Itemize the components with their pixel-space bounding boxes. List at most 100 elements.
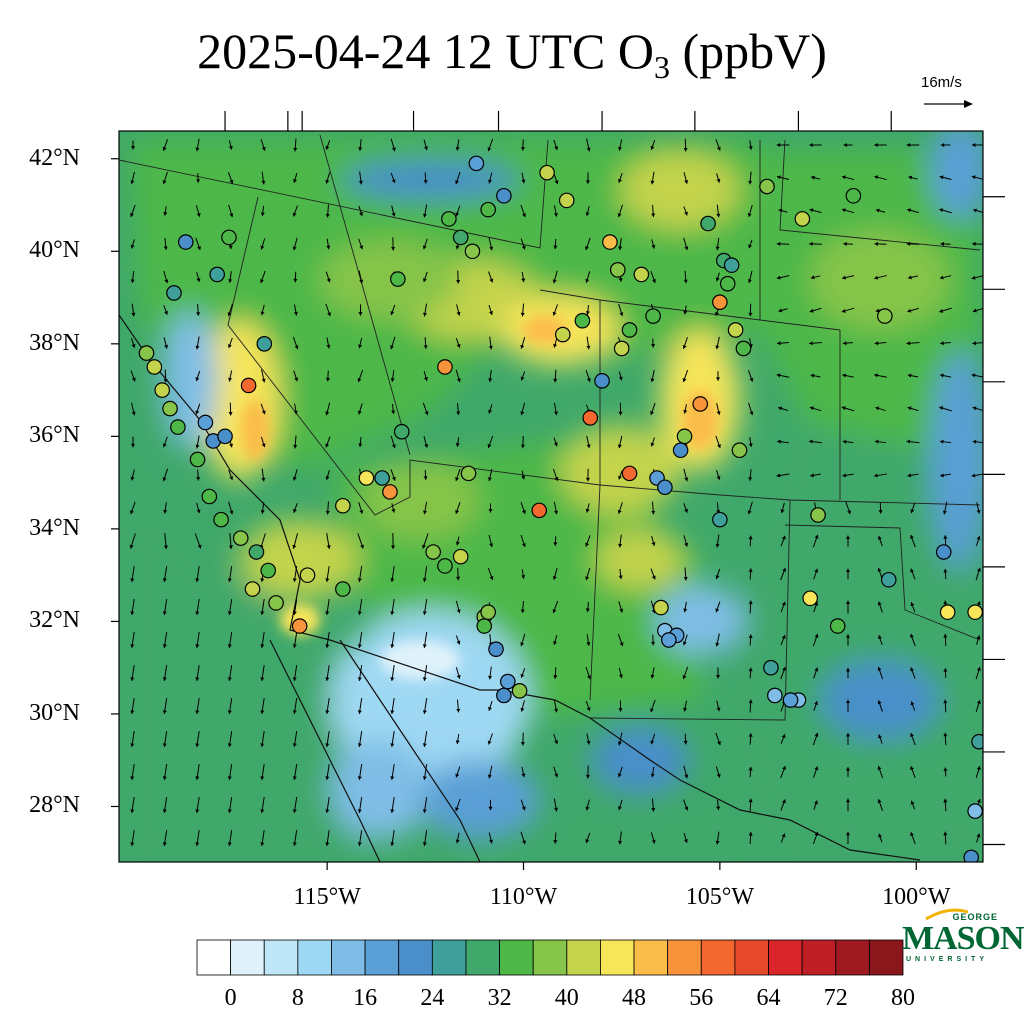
wind-arrow-head (716, 178, 721, 183)
station-marker (735, 340, 752, 357)
wind-arrow-head (520, 741, 525, 746)
wind-arrow-head (617, 146, 623, 151)
station-marker (335, 497, 351, 514)
state-boundaries (119, 134, 981, 721)
station-marker (496, 687, 512, 704)
wind-arrow-head (292, 476, 297, 481)
wind-arrow-head (716, 411, 721, 415)
station-marker (441, 211, 457, 227)
wind-arrow-head (618, 246, 623, 250)
wind-arrow-head (586, 147, 591, 152)
wind-arrow-head (618, 178, 622, 183)
wind-arrow-head (130, 644, 135, 648)
wind-arrow-head (520, 147, 525, 151)
wind-arrow-head (651, 575, 656, 580)
wind-arrow-head (715, 575, 720, 580)
wind-arrow-head (810, 275, 815, 280)
station-marker (189, 451, 206, 468)
wind-arrow-head (716, 707, 721, 712)
wind-arrow-head (195, 377, 200, 382)
wind-arrow-head (164, 344, 169, 349)
station-marker (829, 618, 846, 634)
wind-arrow-head (422, 245, 427, 250)
wind-arrow-head (972, 341, 977, 346)
wind-arrow-head (455, 740, 460, 744)
wind-arrow-head (130, 476, 135, 481)
station-marker (393, 423, 410, 440)
station-marker (511, 683, 528, 699)
wind-arrow-head (325, 213, 330, 218)
wind-arrow-head (260, 710, 265, 714)
wind-arrow-head (617, 444, 622, 449)
wind-arrow-head (909, 534, 914, 539)
wind-arrow-head (489, 310, 493, 315)
wind-arrow-head (875, 406, 880, 411)
wind-arrow-head (196, 312, 201, 316)
wind-arrow-head (781, 535, 786, 540)
wind-arrow-head (130, 510, 134, 515)
wind-arrow-head (717, 444, 721, 449)
station-marker (539, 164, 555, 181)
wind-arrow-head (554, 180, 559, 185)
wind-arrow-head (814, 568, 819, 573)
wind-arrow-head (455, 807, 459, 812)
wind-arrow-head (781, 799, 786, 804)
wind-arrow-head (776, 473, 781, 478)
wind-arrow-head (684, 477, 689, 482)
wind-arrow-head (617, 741, 622, 746)
wind-arrow-head (715, 377, 721, 381)
wind-arrow-head (940, 473, 944, 478)
monitoring-stations (138, 155, 983, 862)
wind-arrow-head (195, 444, 200, 449)
wind-arrow-head (488, 409, 493, 414)
station-marker (146, 359, 163, 375)
wind-arrow-head (391, 508, 396, 513)
wind-arrow-head (940, 373, 944, 378)
station-marker (633, 266, 650, 283)
lat-tick-label: 34°N (29, 514, 80, 541)
wind-arrow-head (809, 308, 814, 313)
wind-arrow-head (391, 444, 396, 449)
wind-arrow-head (162, 611, 167, 615)
station-marker (425, 544, 441, 560)
wind-arrow-head (908, 275, 912, 280)
wind-arrow-head (874, 175, 879, 180)
wind-arrow-head (845, 535, 851, 539)
wind-arrow-head (715, 840, 720, 845)
wind-arrow-head (943, 634, 948, 638)
station-marker (719, 275, 736, 292)
wind-arrow-head (748, 634, 753, 638)
wind-arrow-head (652, 279, 656, 283)
map-frame (118, 130, 984, 863)
wind-arrow-head (650, 180, 655, 185)
wind-arrow-head (455, 180, 460, 185)
wind-arrow-head (455, 212, 460, 217)
station-marker (452, 229, 469, 246)
wind-arrow-head (521, 278, 526, 283)
wind-arrow-head (878, 734, 882, 739)
station-marker (939, 604, 956, 620)
wind-arrow-head (325, 510, 330, 515)
wind-arrow-head (455, 443, 460, 447)
wind-arrow-head (195, 842, 200, 846)
wind-arrow-head (842, 341, 847, 346)
wind-arrow-head (553, 442, 558, 447)
wind-arrow-head (683, 608, 688, 613)
wind-arrow-head (130, 578, 135, 582)
wind-arrow-head (261, 146, 266, 151)
wind-arrow-head (488, 839, 494, 844)
wind-arrow-head (907, 406, 912, 411)
wind-arrow-head (683, 707, 688, 712)
colorbar-label: 0 (224, 985, 237, 1011)
station-marker (802, 590, 818, 607)
wind-arrow-head (293, 311, 298, 316)
wind-arrow-head (552, 279, 557, 284)
colorbar-label: 32 (487, 985, 512, 1011)
wind-arrow-head (292, 842, 297, 846)
wind-arrow-head (359, 212, 364, 217)
wind-arrow-head (162, 677, 167, 681)
wind-arrow-head (325, 179, 330, 184)
wind-arrow-head (910, 602, 915, 607)
wind-arrow-head (327, 312, 331, 317)
wind-arrow-head (748, 244, 753, 249)
